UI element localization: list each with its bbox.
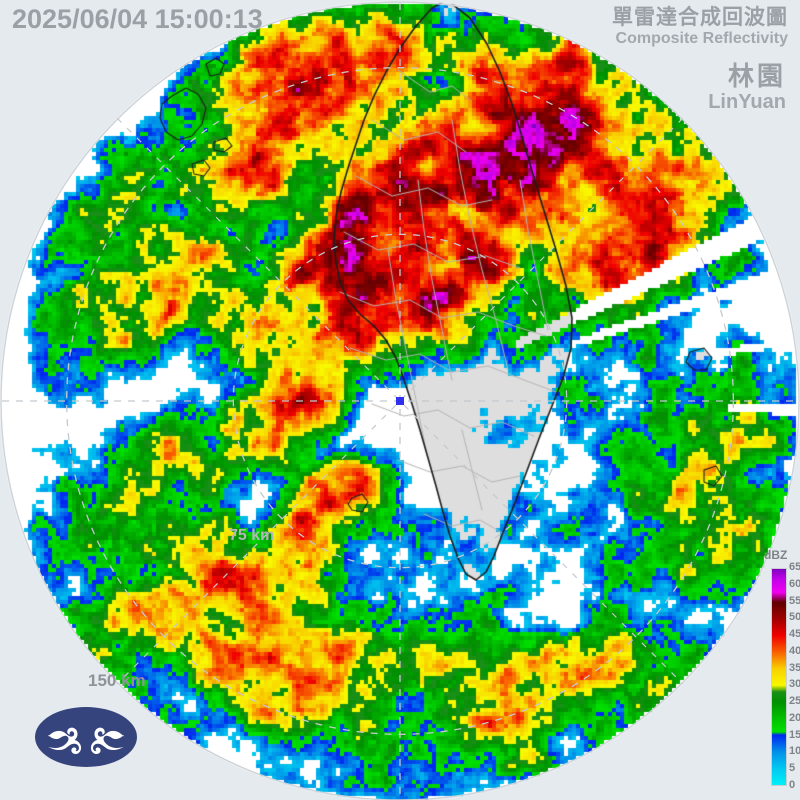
timestamp-label: 2025/06/04 15:00:13	[12, 4, 263, 34]
colorbar-tick-20: 20	[789, 711, 800, 724]
station-name-cn: 林園	[727, 61, 786, 91]
colorbar-tick-45: 45	[789, 628, 800, 641]
colorbar-tick-0: 0	[789, 779, 796, 791]
colorbar-title: dBZ	[764, 548, 788, 562]
colorbar-tick-25: 25	[789, 695, 800, 708]
colorbar-tick-55: 55	[789, 594, 800, 607]
colorbar-tick-30: 30	[789, 678, 800, 691]
range-ring-label-150km: 150 km	[88, 671, 146, 690]
colorbar-tick-15: 15	[789, 728, 800, 741]
station-name-en: LinYuan	[708, 91, 786, 113]
colorbar-tick-40: 40	[789, 644, 800, 657]
colorbar-tick-10: 10	[789, 745, 800, 758]
colorbar-tick-35: 35	[789, 661, 800, 674]
colorbar-tick-5: 5	[789, 762, 796, 775]
colorbar-tick-65: 65	[789, 561, 800, 573]
colorbar-scale	[771, 568, 787, 786]
product-title-cn: 單雷達合成回波圖	[612, 6, 788, 29]
product-title-en: Composite Reflectivity	[615, 30, 788, 47]
range-ring-label-75km: 75 km	[229, 527, 275, 544]
product-title: 單雷達合成回波圖 Composite Reflectivity	[612, 6, 788, 48]
colorbar-tick-50: 50	[789, 611, 800, 624]
cwa-logo-icon	[35, 707, 137, 767]
station-name: 林園 LinYuan	[708, 62, 786, 114]
colorbar-tick-60: 60	[789, 577, 800, 590]
